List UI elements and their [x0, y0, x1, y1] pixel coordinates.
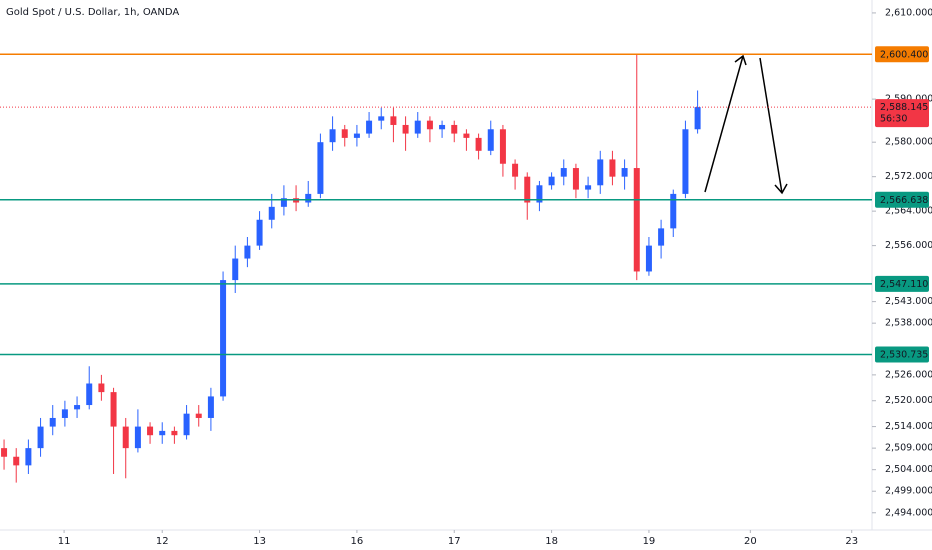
price-level-label: 2,530.735: [880, 349, 928, 360]
candle-body: [244, 245, 251, 259]
candle-body: [645, 245, 652, 272]
candle-body: [366, 120, 373, 134]
price-level-label: 2,566.638: [880, 195, 928, 206]
candle-body: [159, 430, 166, 436]
x-tick-label: 19: [643, 536, 656, 547]
price-level-tag: [875, 191, 929, 208]
candle-body: [463, 133, 470, 138]
candle-body: [220, 280, 227, 397]
candle-body: [390, 116, 397, 125]
candle-body: [682, 129, 689, 194]
candle-body: [560, 168, 567, 177]
y-tick-label: 2,543.000: [885, 296, 932, 307]
y-tick-label: 2,556.000: [885, 240, 932, 251]
y-tick-label: 2,504.000: [885, 464, 932, 475]
candle-body: [658, 228, 665, 246]
y-tick-label: 2,526.000: [885, 369, 932, 380]
candle-body: [147, 426, 154, 436]
candle-body: [609, 159, 616, 177]
x-tick-label: 11: [58, 536, 71, 547]
candle-body: [329, 129, 336, 143]
candle-body: [378, 116, 385, 121]
y-tick-label: 2,538.000: [885, 318, 932, 329]
candle-body: [694, 107, 701, 130]
candle-body: [451, 124, 458, 134]
x-tick-label: 12: [156, 536, 169, 547]
x-tick-label: 13: [253, 536, 266, 547]
candle-body: [353, 133, 360, 138]
candle-body: [426, 120, 433, 130]
candle-body: [74, 405, 81, 410]
price-level-label: 2,547.110: [880, 279, 928, 290]
candle-body: [585, 185, 592, 190]
candle-body: [13, 456, 20, 466]
x-tick-label: 18: [545, 536, 558, 547]
candle-body: [122, 426, 129, 449]
candle-body: [548, 176, 555, 186]
current-price-label: 2,588.145: [880, 102, 928, 113]
candle-body: [475, 137, 482, 151]
y-tick-label: 2,520.000: [885, 395, 932, 406]
candle-body: [134, 426, 141, 449]
candle-body: [402, 124, 409, 134]
candle-body: [633, 168, 640, 272]
candle-body: [268, 206, 275, 220]
candle-body: [524, 176, 531, 203]
candle-body: [414, 120, 421, 134]
y-tick-label: 2,572.000: [885, 171, 932, 182]
candle-body: [195, 413, 202, 418]
x-tick-label: 20: [744, 536, 757, 547]
candle-body: [305, 193, 312, 203]
candle-body: [439, 124, 446, 130]
arrow-annotation: [704, 54, 788, 195]
candle-body: [98, 383, 105, 393]
candle-body: [256, 219, 263, 246]
candle-body: [37, 426, 44, 449]
y-tick-label: 2,580.000: [885, 137, 932, 148]
y-tick-label: 2,564.000: [885, 206, 932, 217]
y-tick-label: 2,499.000: [885, 486, 932, 497]
candle-body: [110, 392, 117, 427]
candle-body: [280, 198, 287, 207]
current-price-tag: [875, 99, 929, 128]
candle-body: [499, 129, 506, 164]
plot: [1, 54, 701, 483]
price-level-tag: [875, 275, 929, 292]
candle-body: [25, 448, 32, 466]
price-level-tag: [875, 46, 929, 63]
candle-body: [572, 168, 579, 190]
price-level-label: 2,600.400: [880, 49, 928, 60]
y-tick-label: 2,494.000: [885, 507, 932, 518]
candle-body: [341, 129, 348, 138]
candle-body: [49, 417, 56, 427]
candle-body: [621, 168, 628, 177]
candle-body: [232, 258, 239, 281]
y-tick-label: 2,514.000: [885, 421, 932, 432]
y-tick-label: 2,610.000: [885, 7, 932, 18]
candle-body: [597, 159, 604, 186]
candle-body: [536, 185, 543, 203]
candle-body: [61, 409, 68, 418]
x-tick-label: 23: [845, 536, 858, 547]
candle-body: [86, 383, 93, 406]
x-tick-label: 17: [448, 536, 461, 547]
price-level-tag: [875, 346, 929, 363]
candle-body: [183, 413, 190, 436]
chart-title: Gold Spot / U.S. Dollar, 1h, OANDA: [6, 7, 179, 18]
countdown-label: 56:30: [880, 114, 907, 125]
x-tick-label: 16: [351, 536, 364, 547]
candle-body: [207, 396, 214, 418]
y-tick-label: 2,509.000: [885, 443, 932, 454]
candle-body: [1, 448, 8, 457]
candle-body: [487, 129, 494, 151]
candle-body: [317, 142, 324, 194]
candle-body: [670, 193, 677, 229]
candle-body: [171, 430, 178, 436]
candle-body: [512, 163, 519, 177]
